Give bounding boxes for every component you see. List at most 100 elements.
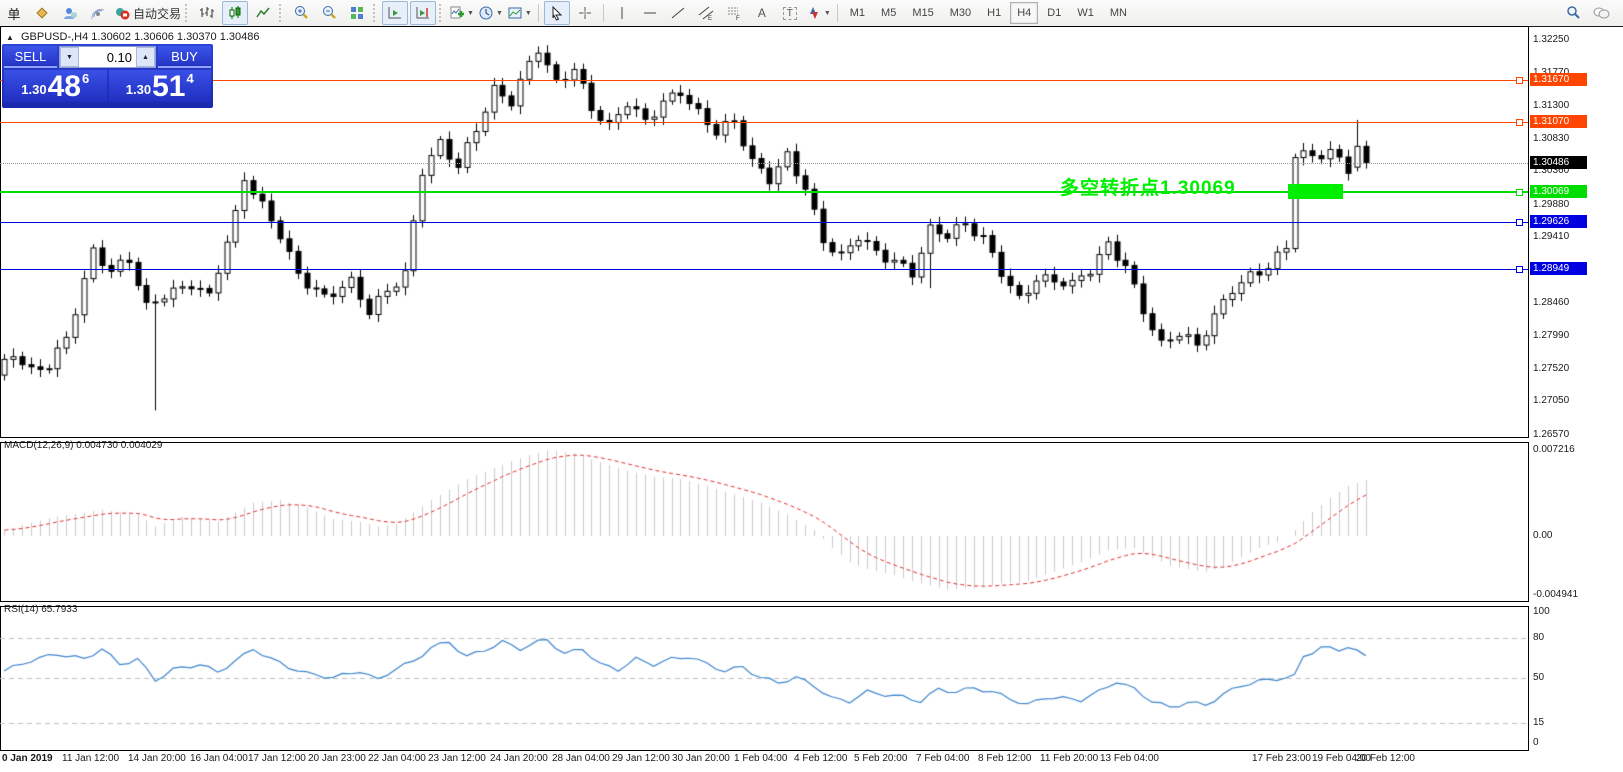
timeframe-d1-button[interactable]: D1: [1047, 7, 1062, 19]
svg-text:E: E: [708, 16, 712, 21]
profile-button[interactable]: [57, 1, 83, 25]
indicators-button[interactable]: ▼: [448, 1, 475, 25]
periods-button[interactable]: ▼: [477, 1, 504, 25]
auto-scroll-button[interactable]: [382, 1, 409, 25]
volume-input[interactable]: [79, 47, 136, 67]
new-order-button[interactable]: 单: [1, 1, 27, 25]
trendline-tool-button[interactable]: [665, 1, 691, 25]
fibonacci-tool-button[interactable]: F: [721, 1, 747, 25]
vertical-line-icon: [614, 5, 630, 21]
timeframe-mn-button[interactable]: MN: [1109, 7, 1127, 19]
macd-canvas[interactable]: [0, 441, 1528, 601]
time-label: 7 Feb 04:00: [916, 753, 970, 764]
hline-1.28949[interactable]: [0, 268, 1528, 270]
collapse-panel-icon[interactable]: ▲: [6, 33, 14, 42]
bar-chart-button[interactable]: [194, 1, 220, 25]
price-chart-canvas[interactable]: [0, 26, 1528, 437]
time-label: 0 Jan 2019: [2, 753, 53, 764]
zoom-out-button[interactable]: [316, 1, 342, 25]
rsi-label: RSI(14) 65.7933: [4, 604, 78, 615]
candlestick-chart-button[interactable]: [222, 1, 249, 25]
sell-price-display[interactable]: 1.30 48 6: [4, 70, 107, 102]
signal-button[interactable]: [85, 1, 111, 25]
sell-price-big: 48: [47, 70, 81, 103]
arrows-tool-button[interactable]: ▼: [805, 1, 832, 25]
hline-1.29626[interactable]: [0, 221, 1528, 223]
price-tick: 1.30830: [1533, 132, 1570, 144]
price-badge-1.29626: 1.29626: [1530, 215, 1587, 229]
crosshair-button[interactable]: [572, 1, 598, 25]
timeframe-w1-button[interactable]: W1: [1077, 7, 1094, 19]
vertical-line-tool-button[interactable]: [609, 1, 635, 25]
hline-1.30069[interactable]: [0, 190, 1528, 193]
text-label-tool-button[interactable]: T: [777, 1, 803, 25]
hline-marker[interactable]: [1516, 219, 1523, 227]
text-tool-button[interactable]: A: [749, 1, 775, 25]
autotrading-label: 自动交易: [133, 6, 182, 21]
price-tick: 1.31770: [1533, 67, 1569, 78]
timeframe-m30-button[interactable]: M30: [949, 7, 972, 19]
zoom-in-button[interactable]: [288, 1, 314, 25]
price-axis-line: [1528, 26, 1529, 751]
search-button[interactable]: [1560, 1, 1586, 25]
time-label: 29 Jan 12:00: [612, 753, 670, 764]
new-order-label: 单: [7, 6, 21, 22]
hline-marker[interactable]: [1516, 77, 1523, 85]
trendline-icon: [670, 5, 686, 21]
price-badge-1.28949: 1.28949: [1530, 262, 1587, 276]
volume-decrease-button[interactable]: ▼: [60, 47, 79, 67]
hline-1.3167[interactable]: [0, 79, 1528, 81]
equidistant-channel-icon: E: [698, 5, 714, 21]
chart-title-text: GBPUSD-,H4 1.30602 1.30606 1.30370 1.304…: [20, 31, 260, 43]
indicators-icon: [449, 5, 465, 21]
time-label: 1 Feb 04:00: [734, 753, 788, 764]
autotrading-button[interactable]: 自动交易: [113, 1, 182, 25]
arrows-icon: [806, 5, 822, 21]
templates-button[interactable]: ▼: [506, 1, 533, 25]
buy-button[interactable]: BUY: [158, 46, 211, 68]
annotation-text[interactable]: 多空转折点1.30069: [1060, 178, 1236, 199]
sell-price-sup: 6: [81, 71, 90, 86]
price-tick: 1.29880: [1533, 198, 1570, 210]
hline-1.3107[interactable]: [0, 121, 1528, 123]
timeframe-h1-button[interactable]: H1: [987, 7, 1002, 19]
text-label-icon: T: [782, 6, 797, 20]
timeframe-h4-button[interactable]: H4: [1010, 2, 1039, 24]
chart-shift-button[interactable]: [410, 1, 437, 25]
highlight-box[interactable]: [1288, 184, 1343, 199]
hline-marker[interactable]: [1516, 266, 1523, 274]
price-tick: 1.27990: [1533, 330, 1570, 342]
zoom-in-icon: [293, 5, 309, 21]
price-badge-1.30069: 1.30069: [1530, 184, 1587, 198]
horizontal-line-tool-button[interactable]: [637, 1, 663, 25]
svg-text:F: F: [736, 16, 740, 21]
hline-marker[interactable]: [1516, 188, 1523, 196]
buy-price-display[interactable]: 1.30 51 4: [108, 70, 211, 102]
macd-tick: 0.00: [1533, 530, 1553, 541]
toolbar: 单 自动交易 ▼ ▼ ▼ E F A T ▼ M1 M: [0, 0, 1623, 27]
rsi-canvas[interactable]: [0, 605, 1528, 750]
signal-icon: [90, 5, 106, 21]
sell-button[interactable]: SELL: [4, 46, 57, 68]
time-label: 28 Jan 04:00: [552, 753, 610, 764]
cursor-button[interactable]: [543, 1, 570, 25]
chat-button[interactable]: [1588, 1, 1614, 25]
timeframe-m15-button[interactable]: M15: [912, 7, 934, 19]
time-label: 17 Jan 12:00: [248, 753, 306, 764]
timeframe-m5-button[interactable]: M5: [881, 7, 897, 19]
channel-tool-button[interactable]: E: [693, 1, 719, 25]
fibonacci-icon: F: [726, 5, 742, 21]
navigator-button[interactable]: [29, 1, 55, 25]
time-label: 17 Feb 23:00: [1252, 753, 1311, 764]
hline-marker[interactable]: [1516, 119, 1523, 126]
timeframe-m1-button[interactable]: M1: [849, 7, 866, 19]
tile-windows-button[interactable]: [344, 1, 370, 25]
line-chart-icon: [255, 5, 271, 21]
line-chart-button[interactable]: [250, 1, 276, 25]
price-tick: 1.29410: [1533, 231, 1570, 243]
time-label: 4 Feb 12:00: [794, 753, 848, 764]
gold-diamond-icon: [34, 5, 50, 21]
volume-increase-button[interactable]: ▲: [136, 47, 155, 67]
toolbar-grip: [279, 4, 285, 22]
toolbar-grip: [185, 4, 191, 22]
